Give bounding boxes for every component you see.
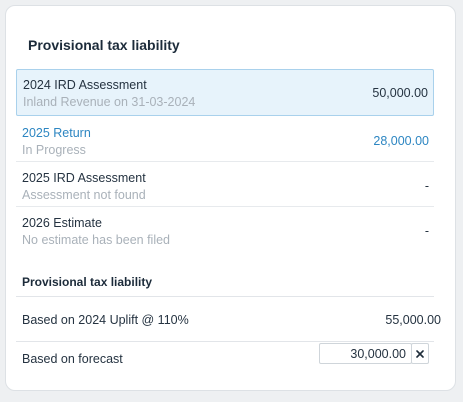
clear-forecast-button[interactable] <box>411 343 429 364</box>
row-title: 2026 Estimate <box>22 216 102 230</box>
row-subtitle: Inland Revenue on 31-03-2024 <box>23 95 196 109</box>
divider <box>16 341 434 342</box>
divider <box>16 296 434 297</box>
row-title: 2025 IRD Assessment <box>22 171 146 185</box>
card-title: Provisional tax liability <box>28 37 180 53</box>
forecast-label: Based on forecast <box>22 352 123 366</box>
row-subtitle: No estimate has been filed <box>22 233 171 247</box>
assessment-row-2024[interactable]: 2024 IRD Assessment Inland Revenue on 31… <box>16 69 434 116</box>
row-amount: - <box>424 224 429 238</box>
row-subtitle: In Progress <box>22 143 86 157</box>
assessment-row-2025: 2025 IRD Assessment Assessment not found… <box>16 162 434 207</box>
return-amount-link[interactable]: 28,000.00 <box>373 134 429 148</box>
uplift-amount: 55,000.00 <box>385 313 441 327</box>
return-link[interactable]: 2025 Return <box>22 126 91 140</box>
return-row-2025[interactable]: 2025 Return In Progress 28,000.00 <box>16 117 434 162</box>
uplift-label: Based on 2024 Uplift @ 110% <box>22 313 189 327</box>
row-title: 2024 IRD Assessment <box>23 78 147 92</box>
liability-section-title: Provisional tax liability <box>22 275 153 289</box>
row-amount: - <box>424 179 429 193</box>
close-icon <box>416 349 424 358</box>
row-subtitle: Assessment not found <box>22 188 146 202</box>
forecast-input[interactable] <box>319 343 412 364</box>
estimate-row-2026: 2026 Estimate No estimate has been filed… <box>16 207 434 252</box>
row-amount: 50,000.00 <box>372 86 428 100</box>
